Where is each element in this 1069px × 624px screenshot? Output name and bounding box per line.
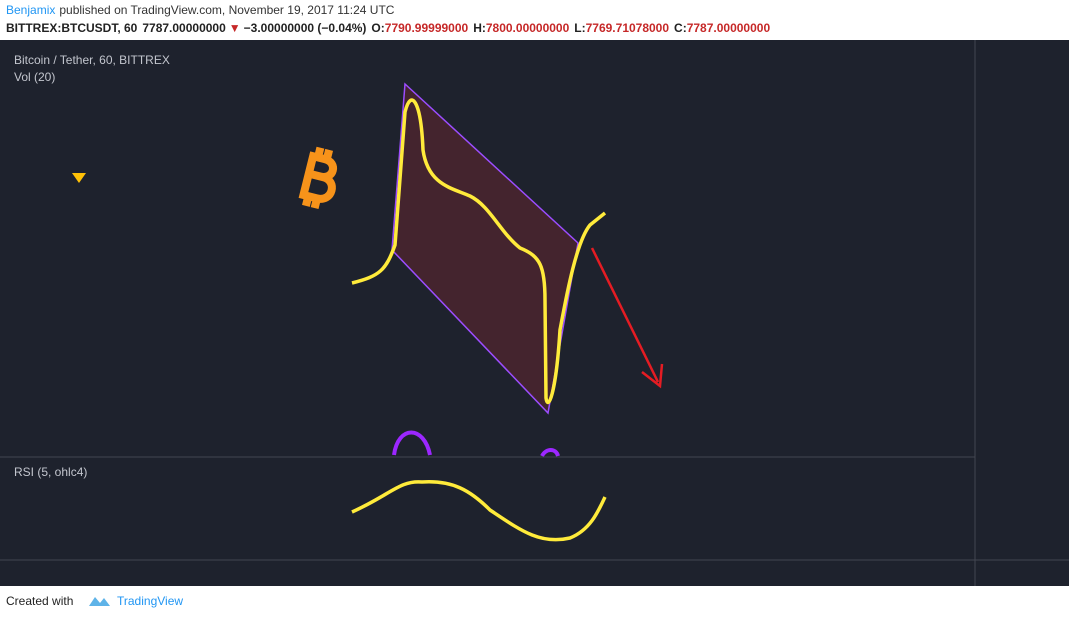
last: 7787.00000000 xyxy=(142,21,226,35)
header-line: Benjamix published on TradingView.com, No… xyxy=(6,3,395,17)
brand[interactable]: TradingView xyxy=(117,594,183,608)
drawings xyxy=(72,82,664,542)
volume-title: Vol (20) xyxy=(14,70,55,84)
arrow-head xyxy=(641,363,664,389)
arrow: ▼ xyxy=(229,21,241,35)
header-bg xyxy=(0,0,1069,40)
pane-title: Bitcoin / Tether, 60, BITTREX xyxy=(14,53,170,67)
o: 7790.99999000 xyxy=(385,21,469,35)
freehand-rsi xyxy=(351,480,607,542)
freehand-price xyxy=(351,98,607,405)
h: 7800.00000000 xyxy=(486,21,570,35)
published: published on TradingView.com, November 1… xyxy=(59,3,394,17)
footer-text: Created with xyxy=(6,594,73,608)
change: −3.00000000 (−0.04%) xyxy=(244,21,367,35)
c: 7787.00000000 xyxy=(687,21,771,35)
brand-icon xyxy=(89,597,110,606)
marker xyxy=(72,173,86,183)
rsi-title: RSI (5, ohlc4) xyxy=(14,465,87,479)
chart-bg xyxy=(0,40,1069,586)
symbol: BITTREX:BTCUSDT, 60 xyxy=(6,21,138,35)
footer-bg xyxy=(0,586,1069,619)
circle-mark xyxy=(392,430,432,456)
l-label: L: xyxy=(574,21,585,35)
circle-mark xyxy=(540,448,560,458)
author[interactable]: Benjamix xyxy=(6,3,55,17)
bitcoin-logo xyxy=(298,146,337,210)
c-label: C: xyxy=(674,21,687,35)
l: 7769.71078000 xyxy=(586,21,670,35)
h-label: H: xyxy=(473,21,486,35)
legend-line: BITTREX:BTCUSDT, 60 7787.00000000 ▼ −3.0000… xyxy=(6,21,770,35)
arrow-line xyxy=(590,247,660,383)
channel xyxy=(391,82,579,415)
o-label: O: xyxy=(371,21,384,35)
